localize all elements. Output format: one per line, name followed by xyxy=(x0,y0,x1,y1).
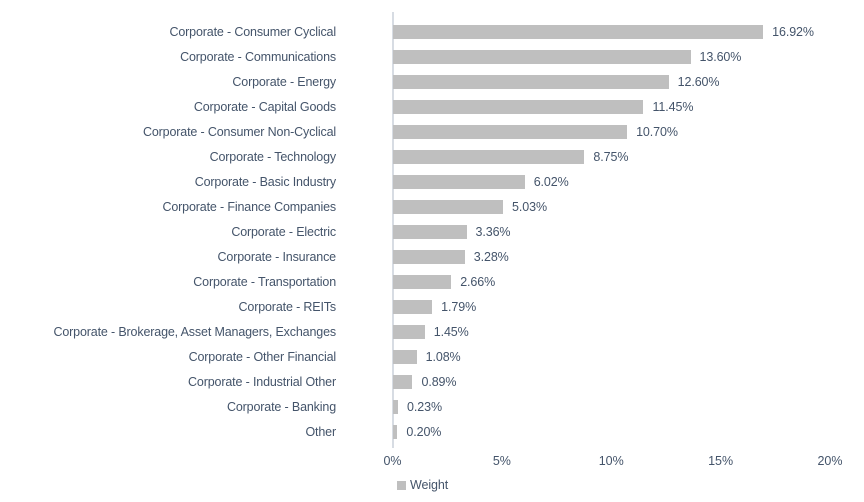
bar xyxy=(393,50,691,64)
x-axis-tick-label: 20% xyxy=(817,454,843,468)
bar xyxy=(393,150,585,164)
bar xyxy=(393,300,433,314)
value-label: 1.79% xyxy=(441,300,477,314)
category-label: Corporate - Capital Goods xyxy=(193,100,336,114)
bar xyxy=(393,225,467,239)
legend-swatch-icon xyxy=(397,480,406,490)
category-label: Corporate - Industrial Other xyxy=(188,375,336,389)
value-label: 5.03% xyxy=(512,200,547,214)
value-label: 16.92% xyxy=(772,25,814,39)
bar xyxy=(393,100,644,114)
legend: Weight xyxy=(397,478,448,492)
category-label: Corporate - Insurance xyxy=(217,250,337,264)
legend-label: Weight xyxy=(410,478,449,492)
bar xyxy=(393,375,413,389)
bar xyxy=(393,175,525,189)
bar xyxy=(393,125,628,139)
bar xyxy=(393,425,398,439)
bar xyxy=(393,75,669,89)
category-label: Corporate - Communications xyxy=(180,50,336,64)
value-label: 8.75% xyxy=(593,150,629,164)
category-label: Corporate - Electric xyxy=(231,225,336,239)
category-label: Corporate - Brokerage, Asset Managers, E… xyxy=(53,325,336,339)
category-label: Corporate - Consumer Cyclical xyxy=(169,25,336,39)
bar xyxy=(393,400,399,414)
value-label: 3.36% xyxy=(475,225,511,239)
x-axis-tick-label: 15% xyxy=(708,454,734,468)
value-label: 0.89% xyxy=(421,375,457,389)
category-label: Corporate - REITs xyxy=(238,300,337,314)
value-label: 12.60% xyxy=(677,75,720,89)
bar xyxy=(393,325,425,339)
value-label: 3.28% xyxy=(473,250,509,264)
value-label: 0.20% xyxy=(406,425,442,439)
value-label: 1.08% xyxy=(425,350,461,364)
category-label: Other xyxy=(305,425,336,439)
value-label: 1.45% xyxy=(433,325,469,339)
bar xyxy=(393,250,465,264)
value-label: 6.02% xyxy=(533,175,569,189)
category-label: Corporate - Technology xyxy=(209,150,337,164)
category-label: Corporate - Other Financial xyxy=(188,350,337,364)
category-label: Corporate - Finance Companies xyxy=(162,200,336,214)
bar xyxy=(393,275,452,289)
value-label: 10.70% xyxy=(636,125,678,139)
y-axis-line xyxy=(391,12,394,448)
bar xyxy=(393,350,417,364)
category-label: Corporate - Consumer Non-Cyclical xyxy=(142,125,336,139)
category-label: Corporate - Basic Industry xyxy=(194,175,336,189)
value-label: 2.66% xyxy=(460,275,496,289)
bar xyxy=(393,25,764,39)
value-label: 11.45% xyxy=(652,100,694,114)
value-label: 0.23% xyxy=(407,400,442,414)
x-axis-tick-label: 5% xyxy=(492,454,511,468)
category-label: Corporate - Transportation xyxy=(193,275,336,289)
category-label: Corporate - Energy xyxy=(232,75,336,89)
x-axis-tick-label: 0% xyxy=(383,454,402,468)
category-label: Corporate - Banking xyxy=(226,400,336,414)
value-label: 13.60% xyxy=(699,50,742,64)
bar xyxy=(393,200,504,214)
x-axis-tick-label: 10% xyxy=(598,454,624,468)
